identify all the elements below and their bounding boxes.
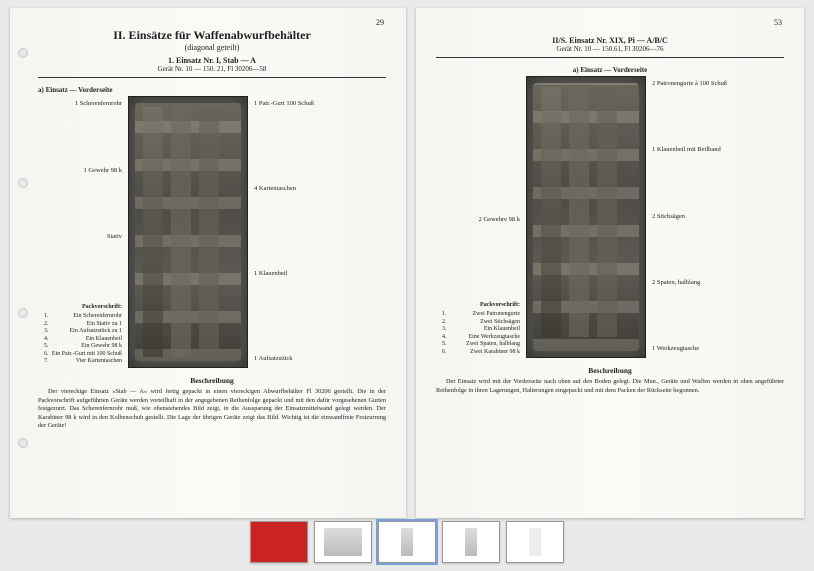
pack-item: Ein Aufsatzstück zu 1 (50, 328, 122, 336)
divider (38, 77, 386, 78)
pack-item: Eine Werkzeugtasche (448, 334, 520, 342)
pack-item: Ein Klauenbeil (50, 336, 122, 344)
pack-list-items: Zwei Patronengurte Zwei Stichsägen Ein K… (436, 311, 520, 356)
device-number: Gerät Nr. 10 — 150. 21, Fl 30206—58 (38, 65, 386, 73)
section-heading: 1. Einsatz Nr. I, Stab — A (38, 56, 386, 65)
callout-label: 1 Werkzeugtasche (652, 345, 736, 352)
callout-label: 2 Stichsägen (652, 213, 736, 220)
pack-list-heading: Packvorschrift: (38, 304, 122, 312)
callout-label: 1 Scherenfernrohr (38, 100, 122, 107)
label-column-left: 2 Gewehre 98 k Packvorschrift: Zwei Patr… (436, 76, 526, 356)
page-title: II. Einsätze für Waffenabwurfbehälter (38, 28, 386, 43)
binder-holes (16, 8, 30, 518)
page-subtitle: (diagonal geteilt) (38, 43, 386, 52)
pack-item: Zwei Patronengurte (448, 311, 520, 319)
callout-label: 2 Gewehre 98 k (436, 216, 520, 223)
subheading-a: a) Einsatz — Vorderseite (436, 66, 784, 74)
equipment-photo (526, 76, 646, 358)
description-body: Der viereckige Einsatz »Stab — A« wird f… (38, 388, 386, 431)
thumbnail[interactable] (250, 521, 308, 563)
description-heading: Beschreibung (436, 366, 784, 375)
thumbnail[interactable] (506, 521, 564, 563)
pack-list-heading: Packvorschrift: (436, 302, 520, 310)
equipment-photo (128, 96, 248, 368)
callout-label: 4 Kartentaschen (254, 185, 338, 192)
pack-list-items: Ein Scherenfernrohr Ein Stativ zu 1 Ein … (38, 313, 122, 366)
callout-label: Stativ (38, 233, 122, 240)
description-body: Der Einsatz wird mit der Vorderseite nac… (436, 378, 784, 395)
label-column-right: 2 Patronengurte à 100 Schuß 1 Klauenbeil… (646, 76, 736, 356)
pack-item: Zwei Stichsägen (448, 319, 520, 327)
subheading-a: a) Einsatz — Vorderseite (38, 86, 386, 94)
callout-label: 1 Klauenbeil mit Beilband (652, 146, 736, 153)
page-right: 53 II/S. Einsatz Nr. XIX, Pi — A/B/C Ger… (416, 8, 804, 518)
thumbnail-strip (0, 521, 814, 565)
section-heading: II/S. Einsatz Nr. XIX, Pi — A/B/C (436, 36, 784, 45)
pack-item: Zwei Spaten, halblang (448, 341, 520, 349)
pack-item: Ein Scherenfernrohr (50, 313, 122, 321)
callout-label: 1 Gewehr 98 k (38, 167, 122, 174)
callout-label: 1 Aufsatzstück (254, 355, 338, 362)
page-number: 29 (376, 18, 384, 27)
thumbnail[interactable] (378, 521, 436, 563)
document-viewer: 29 II. Einsätze für Waffenabwurfbehälter… (0, 0, 814, 571)
pack-item: Ein Klauenbeil (448, 326, 520, 334)
callout-label: 2 Spaten, halblang (652, 279, 736, 286)
thumbnail[interactable] (314, 521, 372, 563)
thumbnail[interactable] (442, 521, 500, 563)
callout-label: 1 Patr.-Gurt 100 Schuß (254, 100, 338, 107)
pack-list: Packvorschrift: Ein Scherenfernrohr Ein … (38, 304, 122, 366)
page-left: 29 II. Einsätze für Waffenabwurfbehälter… (10, 8, 406, 518)
divider (436, 57, 784, 58)
figure-layout: 2 Gewehre 98 k Packvorschrift: Zwei Patr… (436, 76, 784, 358)
description-heading: Beschreibung (38, 376, 386, 385)
pack-item: Zwei Karabiner 98 k (448, 349, 520, 357)
label-column-right: 1 Patr.-Gurt 100 Schuß 4 Kartentaschen 1… (248, 96, 338, 366)
pack-item: Vier Kartentaschen (50, 358, 122, 366)
callout-label: 2 Patronengurte à 100 Schuß (652, 80, 736, 87)
pack-item: Ein Patr.-Gurt mit 100 Schuß (50, 351, 122, 359)
label-column-left: 1 Scherenfernrohr 1 Gewehr 98 k Stativ P… (38, 96, 128, 366)
callout-label: 1 Klauenbeil (254, 270, 338, 277)
device-number: Gerät Nr. 10 — 150.61, Fl 30206—76 (436, 45, 784, 53)
page-spread: 29 II. Einsätze für Waffenabwurfbehälter… (0, 0, 814, 518)
figure-layout: 1 Scherenfernrohr 1 Gewehr 98 k Stativ P… (38, 96, 386, 368)
pack-list: Packvorschrift: Zwei Patronengurte Zwei … (436, 302, 520, 357)
page-number: 53 (774, 18, 782, 27)
pack-item: Ein Gewehr 98 k (50, 343, 122, 351)
